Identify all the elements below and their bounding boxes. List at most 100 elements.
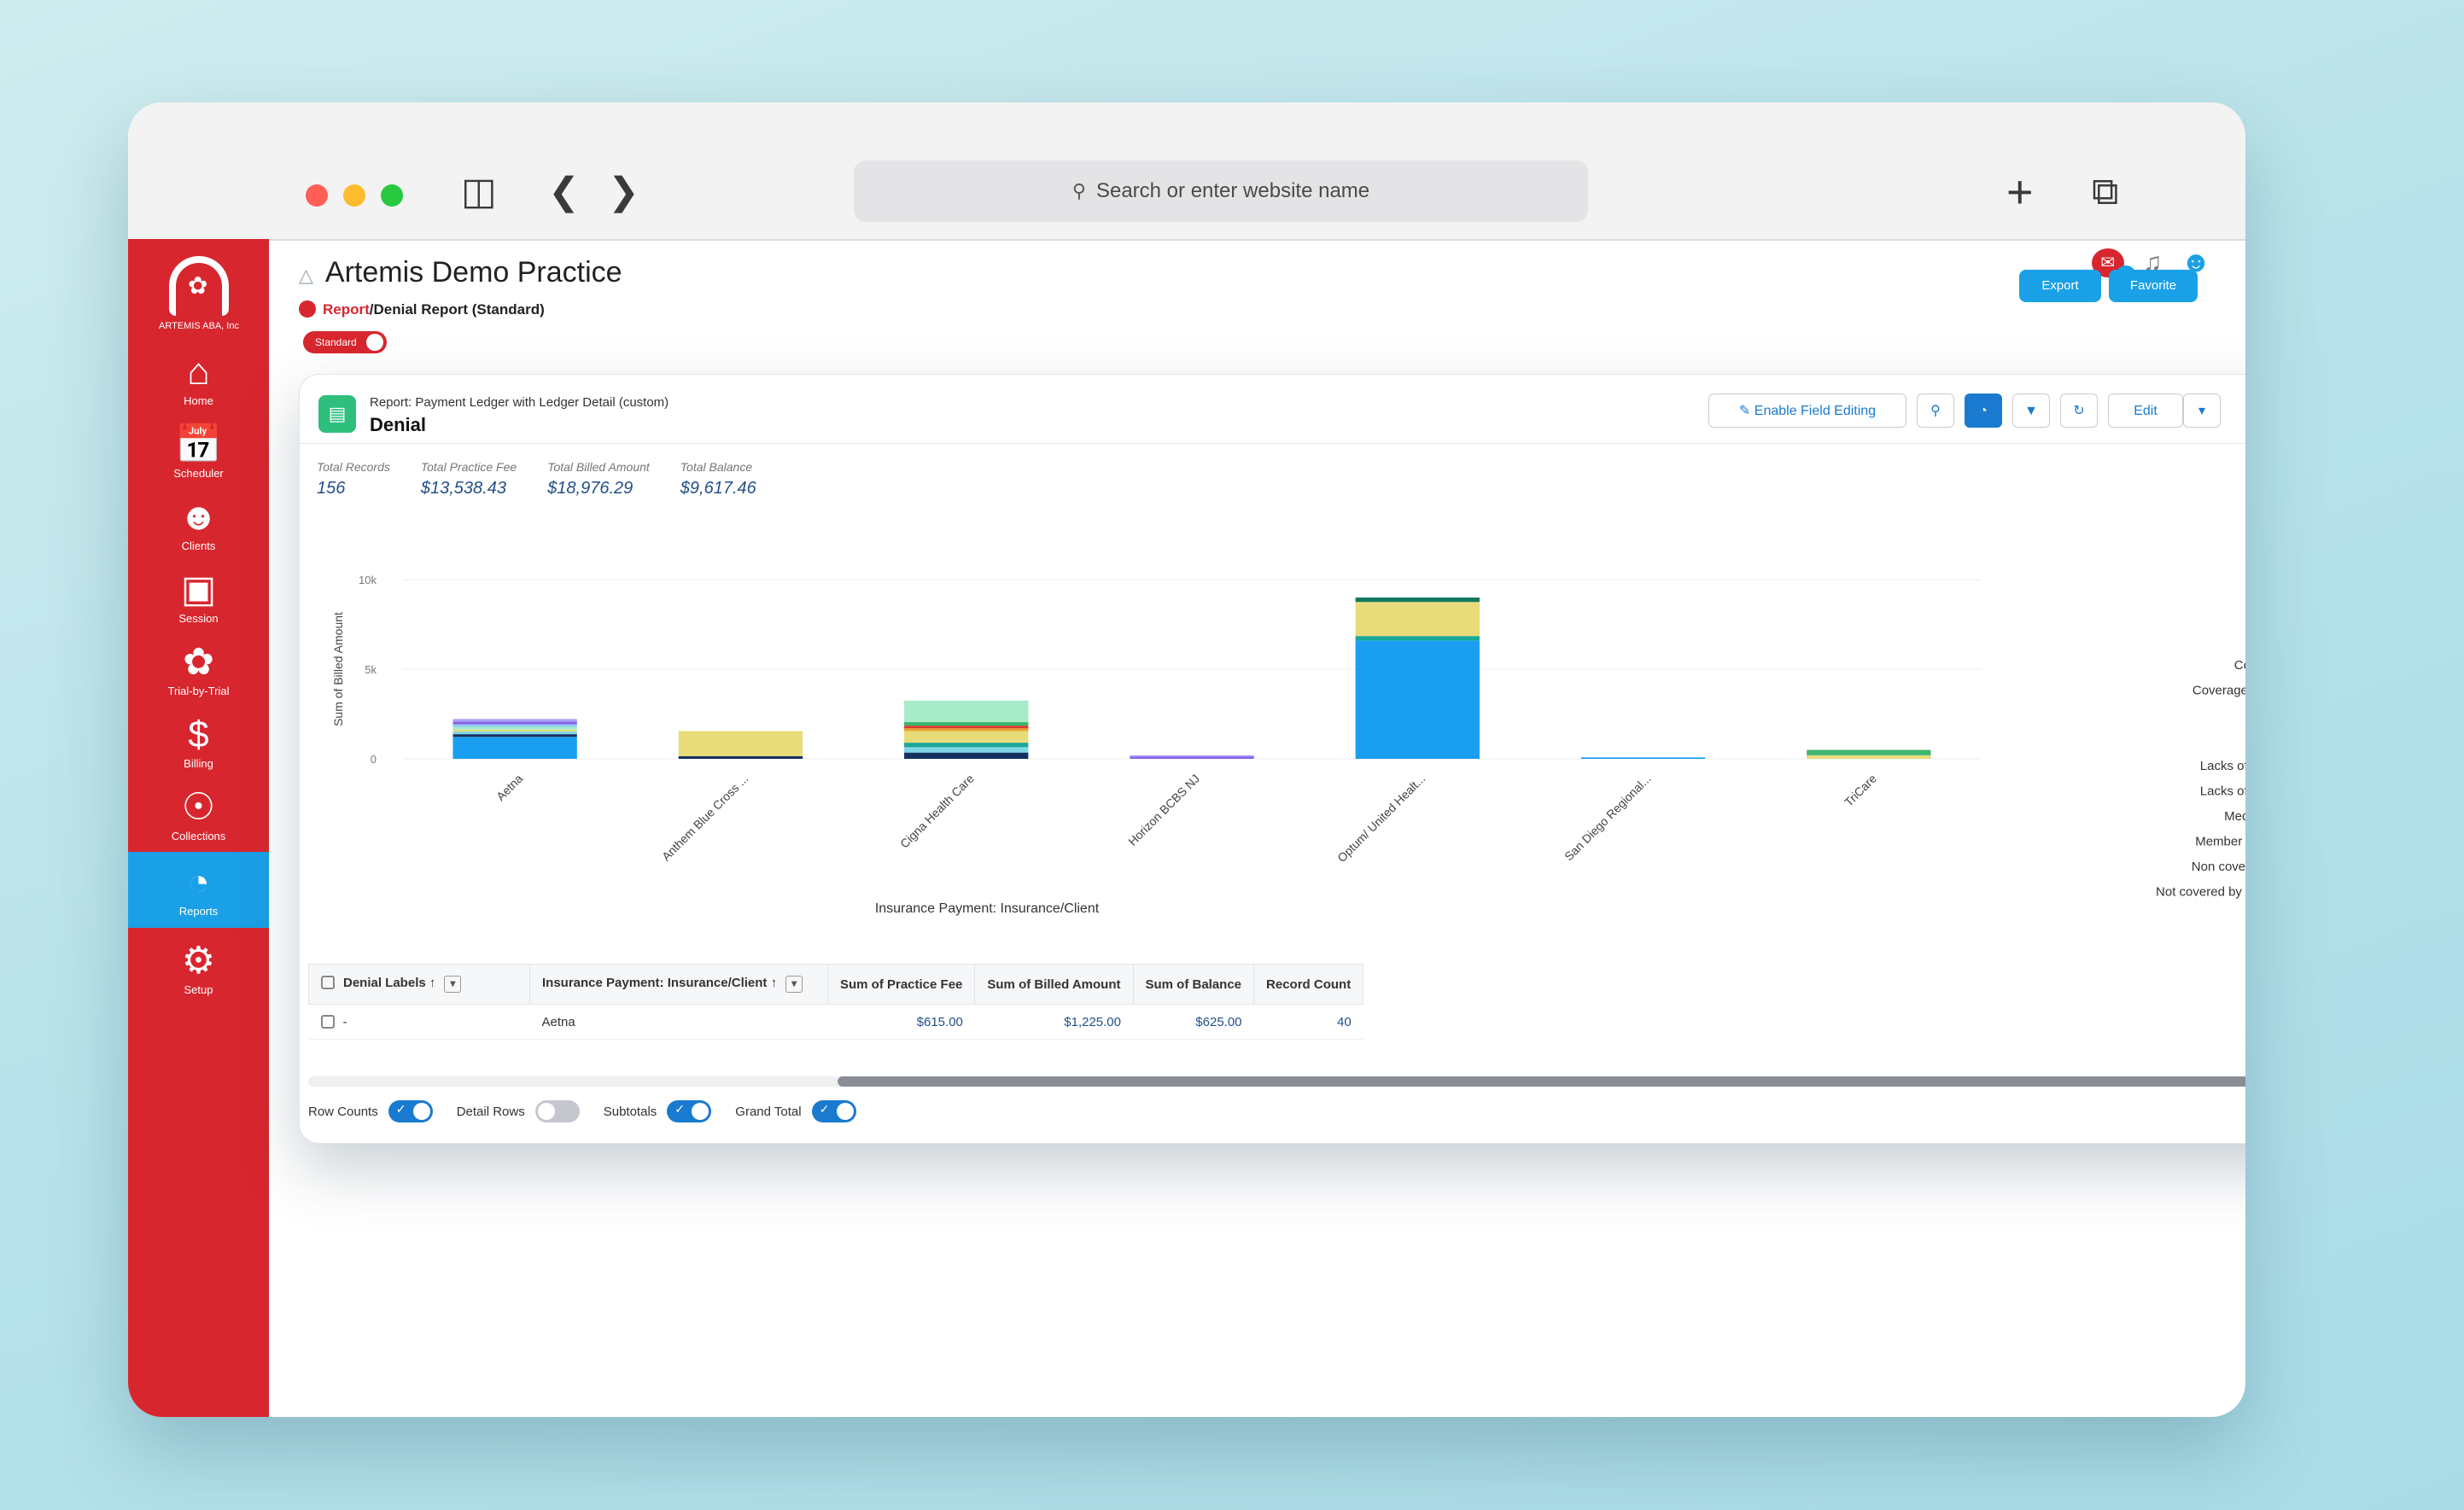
- refresh-button[interactable]: ↻: [2060, 394, 2098, 428]
- scrollbar-thumb[interactable]: [838, 1076, 2245, 1087]
- bell-icon[interactable]: ♫: [2142, 248, 2163, 277]
- edit-button[interactable]: Edit: [2108, 394, 2183, 428]
- standard-toggle-label: Standard: [315, 336, 357, 348]
- cell-record-count: 40: [1253, 1004, 1363, 1040]
- export-button[interactable]: Export: [2019, 270, 2101, 302]
- summary-total-balance: Total Balance $9,617.46: [680, 460, 756, 498]
- footer-toggles: Row Counts ✓ Detail Rows Subtotals ✓ Gra…: [308, 1100, 856, 1122]
- toggle-grand-total[interactable]: Grand Total ✓: [735, 1100, 856, 1122]
- tabs-overview-icon[interactable]: ⧉: [2092, 171, 2119, 213]
- page-title: △ Artemis Demo Practice: [299, 256, 622, 289]
- bar-segment: [1355, 640, 1480, 759]
- sidebar-toggle-icon[interactable]: ◫: [461, 171, 497, 213]
- close-window-button[interactable]: [306, 184, 328, 207]
- summary-key: Total Balance: [680, 460, 753, 474]
- column-header-balance[interactable]: Sum of Balance: [1132, 964, 1255, 1005]
- bar-segment: [1355, 602, 1480, 637]
- column-header-insurance[interactable]: Insurance Payment: Insurance/Client ↑ ▾: [529, 964, 828, 1005]
- sidebar-item-billing[interactable]: $ Billing: [128, 713, 269, 770]
- sidebar-item-home[interactable]: ⌂ Home: [128, 350, 269, 407]
- refresh-icon: ↻: [2073, 404, 2085, 418]
- legend-label: Member not effective: [2195, 835, 2245, 849]
- summary-total-records: Total Records 156: [317, 460, 390, 498]
- report-subtitle: Report: Payment Ledger with Ledger Detai…: [370, 395, 669, 410]
- summary-value: 156: [317, 479, 346, 498]
- report-title: Denial: [370, 414, 427, 435]
- sidebar-item-reports[interactable]: ◔ Reports: [128, 852, 269, 928]
- artemis-logo-icon: ✿: [169, 256, 229, 316]
- x-tick-label: Cigna Health Care: [897, 772, 977, 851]
- standard-toggle[interactable]: Standard: [303, 331, 387, 353]
- toggle-subtotals[interactable]: Subtotals ✓: [604, 1100, 712, 1122]
- edit-dropdown-button[interactable]: ▾: [2183, 394, 2221, 428]
- search-icon: ⚲: [1930, 404, 1941, 418]
- report-table: Denial Labels ↑ ▾ Insurance Payment: Insu…: [308, 964, 1364, 1040]
- column-header-label: Insurance Payment: Insurance/Client: [542, 976, 768, 990]
- bar-segment: [453, 726, 577, 730]
- address-bar[interactable]: ⚲ Search or enter website name: [854, 160, 1588, 222]
- sort-up-icon[interactable]: ↑: [429, 976, 436, 990]
- sidebar-item-collections[interactable]: ☉ Collections: [128, 785, 269, 842]
- column-menu-icon[interactable]: ▾: [785, 976, 803, 993]
- legend-label: Lacks of information: [2200, 784, 2245, 799]
- toggle-row-counts[interactable]: Row Counts ✓: [308, 1100, 433, 1122]
- forward-icon[interactable]: ❯: [608, 171, 639, 213]
- sidebar-item-setup[interactable]: ⚙ Setup: [128, 939, 269, 996]
- address-placeholder: Search or enter website name: [1095, 179, 1370, 202]
- sidebar-item-trial-by-trial[interactable]: ✿ Trial-by-Trial: [128, 640, 269, 697]
- app-sidebar: ✿ ARTEMIS ABA, Inc ⌂ Home 📅 Scheduler ☻ …: [128, 239, 269, 1417]
- summary-value: $9,617.46: [680, 479, 756, 498]
- bar-segment: [1807, 749, 1931, 755]
- new-tab-icon[interactable]: +: [2006, 166, 2034, 218]
- x-tick-label: Optum/ United Healt...: [1334, 772, 1428, 865]
- column-header-billed-amount[interactable]: Sum of Billed Amount: [974, 964, 1134, 1005]
- sidebar-item-label: Scheduler: [173, 467, 224, 480]
- bar-segment: [453, 724, 577, 727]
- sidebar-item-label: Clients: [181, 539, 216, 552]
- brand-logo[interactable]: ✿ ARTEMIS ABA, Inc: [143, 256, 254, 331]
- select-all-checkbox[interactable]: [321, 976, 335, 989]
- chart-toggle-button[interactable]: ◔: [1965, 394, 2002, 428]
- summary-key: Total Practice Fee: [420, 460, 517, 474]
- column-header-label: Denial Labels: [343, 976, 426, 990]
- breadcrumb-report-link[interactable]: Report: [323, 301, 370, 318]
- legend-label: Medical records: [2224, 809, 2245, 824]
- collections-icon: ☉: [181, 786, 216, 828]
- gear-icon: ⚙: [181, 940, 216, 982]
- bar-segment: [904, 700, 1029, 722]
- toggle-detail-rows[interactable]: Detail Rows: [457, 1100, 580, 1122]
- bar-segment: [453, 719, 577, 722]
- sidebar-item-label: Reports: [178, 905, 219, 918]
- sidebar-item-clients[interactable]: ☻ Clients: [128, 495, 269, 552]
- y-axis-label: Sum of Billed Amount: [331, 612, 345, 726]
- favorite-button[interactable]: Favorite: [2109, 270, 2198, 302]
- minimize-window-button[interactable]: [343, 184, 365, 207]
- maximize-window-button[interactable]: [381, 184, 403, 207]
- toggle-label: Row Counts: [308, 1104, 378, 1119]
- sidebar-item-label: Collections: [171, 830, 226, 842]
- enable-field-editing-button[interactable]: ✎ Enable Field Editing: [1708, 394, 1906, 428]
- subtotals-switch[interactable]: ✓: [667, 1100, 712, 1122]
- horizontal-scrollbar[interactable]: [308, 1076, 2245, 1087]
- column-header-denial-labels[interactable]: Denial Labels ↑ ▾: [308, 964, 530, 1005]
- filter-icon: ▼: [2024, 404, 2038, 418]
- report-summary: Total Records 156 Total Practice Fee $13…: [317, 460, 756, 498]
- detail-rows-switch[interactable]: [534, 1100, 580, 1122]
- column-header-record-count[interactable]: Record Count: [1253, 964, 1364, 1005]
- row-counts-switch[interactable]: ✓: [388, 1100, 433, 1122]
- table-row[interactable]: - Aetna $615.00 $1,225.00 $625.00 40: [308, 1004, 1363, 1040]
- filter-button[interactable]: ▼: [2012, 394, 2050, 428]
- search-button[interactable]: ⚲: [1917, 394, 1954, 428]
- sidebar-item-label: Session: [178, 612, 219, 625]
- grand-total-switch[interactable]: ✓: [811, 1100, 856, 1122]
- sort-up-icon[interactable]: ↑: [770, 976, 778, 990]
- sidebar-item-session[interactable]: ▣ Session: [128, 568, 269, 625]
- bar-segment: [1355, 636, 1480, 641]
- column-header-practice-fee[interactable]: Sum of Practice Fee: [826, 964, 976, 1005]
- column-menu-icon[interactable]: ▾: [444, 976, 462, 993]
- x-axis-label: Insurance Payment: Insurance/Client: [875, 901, 1100, 916]
- cell-billed-amount: $1,225.00: [974, 1004, 1133, 1040]
- back-icon[interactable]: ❮: [548, 171, 580, 213]
- row-checkbox[interactable]: [320, 1014, 335, 1029]
- sidebar-item-scheduler[interactable]: 📅 Scheduler: [128, 423, 269, 480]
